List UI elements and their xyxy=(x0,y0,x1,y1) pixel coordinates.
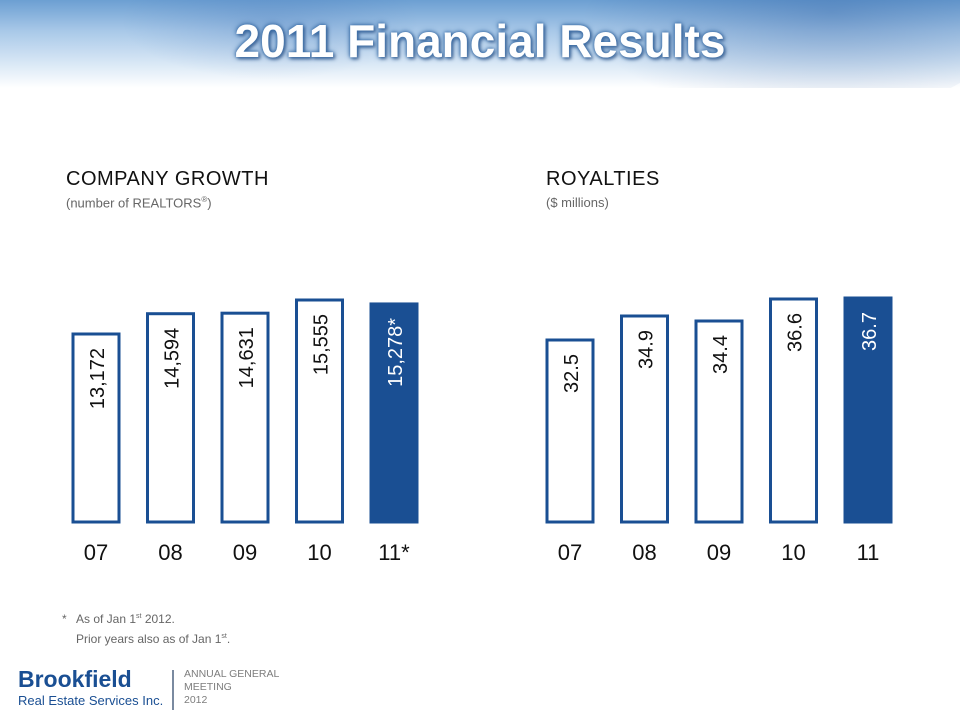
bar-08 xyxy=(620,314,669,524)
brookfield-logo: Brookfield Real Estate Services Inc. ANN… xyxy=(18,666,318,716)
category-label: 09 xyxy=(233,540,257,565)
category-label: 10 xyxy=(781,540,805,565)
bar-07 xyxy=(545,338,595,524)
data-label: 15,278* xyxy=(385,318,407,387)
company-growth-subtitle: (number of REALTORS®) xyxy=(66,195,212,211)
footnote-line-2: Prior years also as of Jan 1st. xyxy=(76,632,231,646)
logo-divider xyxy=(172,670,174,710)
bar-08 xyxy=(146,312,195,524)
title-banner xyxy=(0,0,960,88)
bar-11 xyxy=(843,296,893,524)
logo-brand-sub: Real Estate Services Inc. xyxy=(18,693,164,708)
slide-title: 2011 Financial Results xyxy=(234,15,726,67)
data-label: 32.5 xyxy=(561,354,583,393)
bar-09 xyxy=(694,319,744,524)
bar-10 xyxy=(295,298,344,524)
category-label: 11 xyxy=(857,540,880,565)
logo-meeting-text: ANNUAL GENERAL MEETING 2012 xyxy=(184,668,280,706)
data-label: 15,555 xyxy=(311,314,333,375)
royalties-title: ROYALTIES xyxy=(546,168,660,190)
footnote: * As of Jan 1st 2012. Prior years also as… xyxy=(62,608,230,648)
bar-09 xyxy=(220,311,270,524)
bar-07 xyxy=(71,332,121,524)
data-label: 14,594 xyxy=(162,328,184,389)
company-growth-title: COMPANY GROWTH xyxy=(66,168,269,190)
category-label: 08 xyxy=(632,540,656,565)
data-label: 36.7 xyxy=(859,312,881,351)
category-label: 07 xyxy=(558,540,582,565)
category-label: 10 xyxy=(307,540,331,565)
bar-11* xyxy=(369,302,419,524)
data-label: 14,631 xyxy=(236,327,258,388)
logo-brand: Brookfield xyxy=(18,666,132,692)
footnote-line-1: * As of Jan 1st 2012. xyxy=(62,612,175,626)
data-label: 13,172 xyxy=(87,348,109,409)
category-label: 11* xyxy=(378,540,410,565)
data-label: 34.9 xyxy=(636,330,658,369)
bar-10 xyxy=(769,297,818,524)
data-label: 34.4 xyxy=(710,335,732,374)
royalties-subtitle: ($ millions) xyxy=(546,195,609,210)
banner-globe-decoration xyxy=(580,0,960,88)
category-label: 07 xyxy=(84,540,108,565)
category-label: 09 xyxy=(707,540,731,565)
category-label: 08 xyxy=(158,540,182,565)
data-label: 36.6 xyxy=(785,313,807,352)
